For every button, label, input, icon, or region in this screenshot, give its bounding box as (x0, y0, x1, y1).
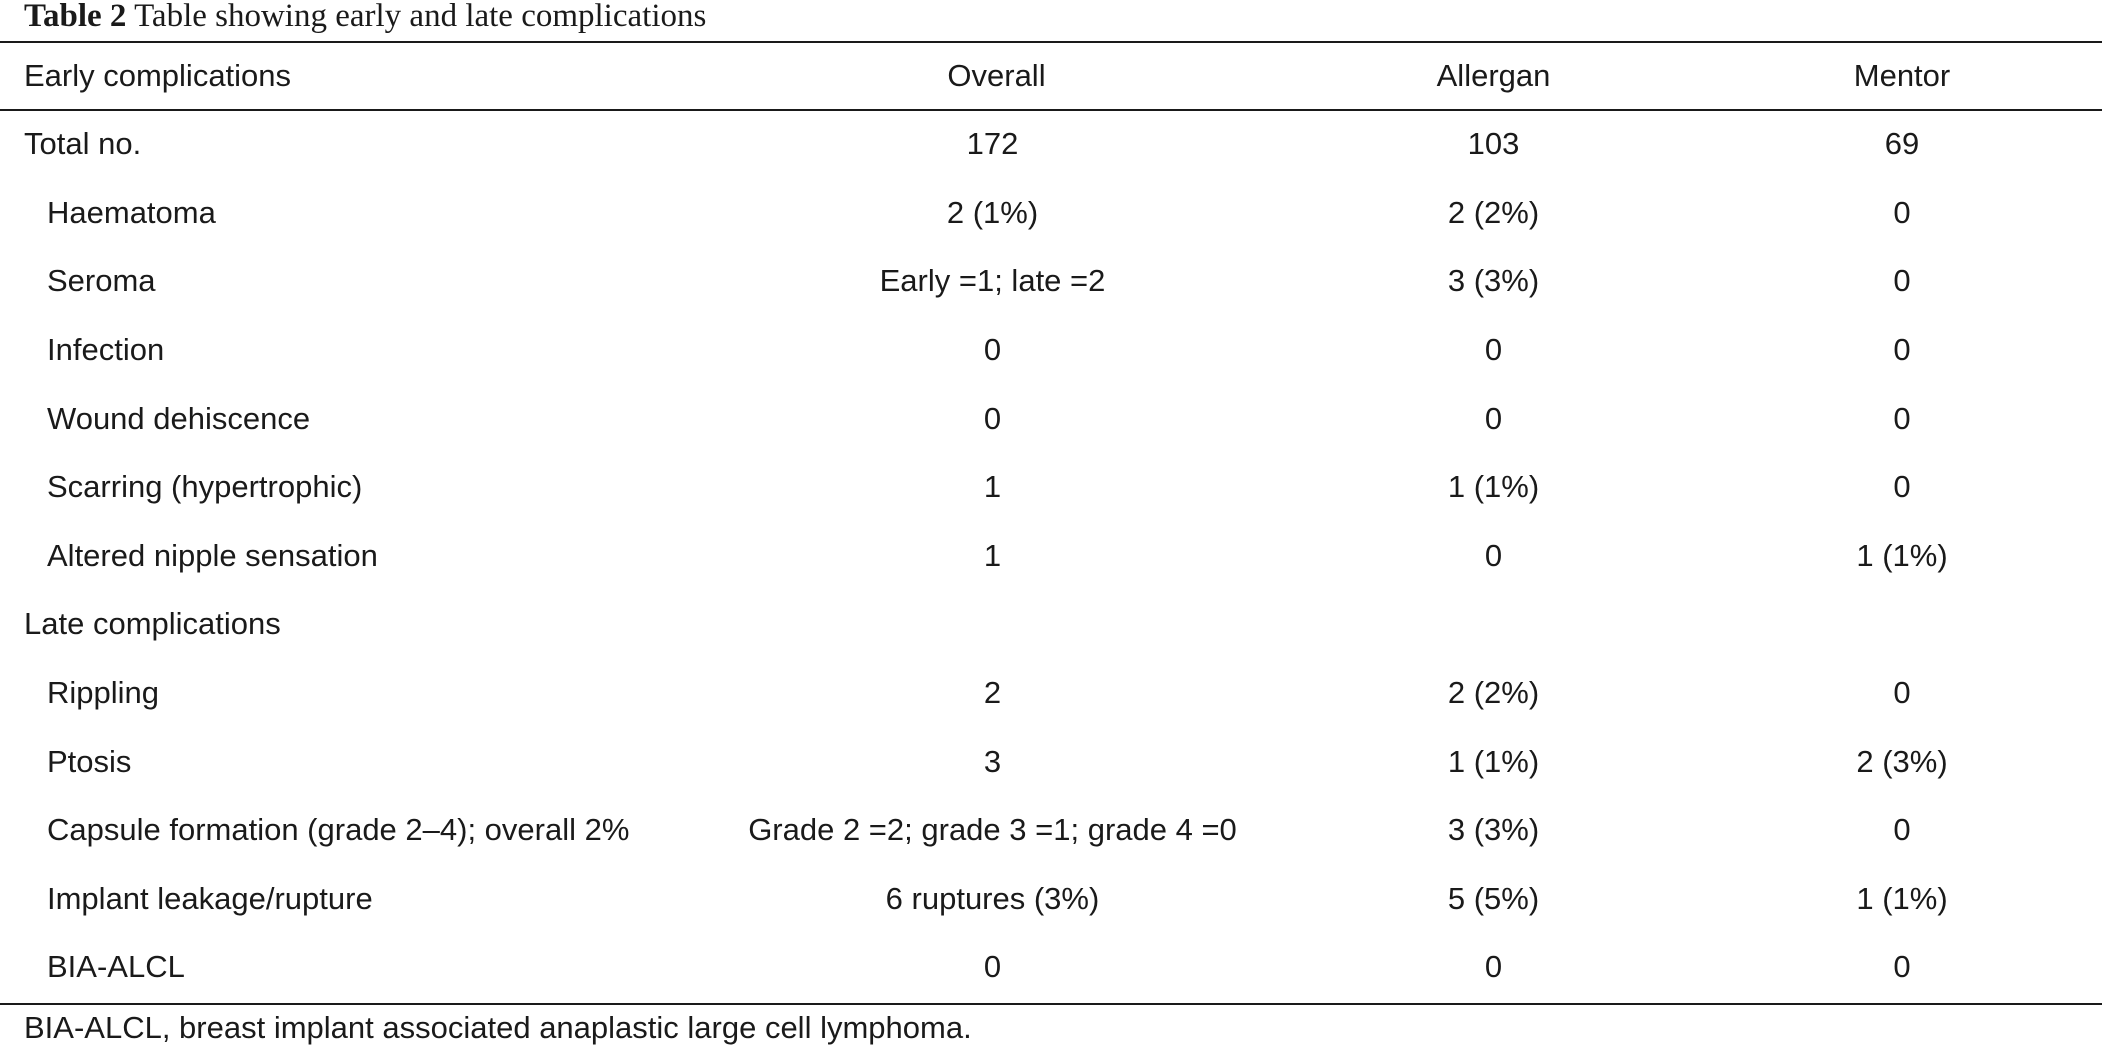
row-label: Scarring (hypertrophic) (47, 469, 363, 505)
cell-allergan: 2 (2%) (1447, 194, 1540, 230)
cell-mentor: 0 (1893, 675, 1911, 711)
cell-mentor: 0 (1893, 194, 1911, 230)
row-label: Total no. (24, 126, 142, 162)
column-header-allergan: Allergan (1436, 58, 1551, 93)
cell-overall: Grade 2 =2; grade 3 =1; grade 4 =0 (748, 812, 1237, 848)
complications-table: Early complications Overall Allergan Men… (0, 42, 2102, 1002)
row-label: Implant leakage/rupture (47, 880, 373, 916)
cell-mentor (1702, 590, 2102, 659)
cell-allergan: 3 (3%) (1447, 263, 1540, 299)
cell-mentor: 1 (1%) (1856, 880, 1948, 916)
row-label: Infection (47, 332, 165, 368)
cell-overall: 2 (983, 675, 1002, 711)
cell-mentor: 1 (1%) (1856, 537, 1948, 573)
table-caption-label: Table 2 (24, 0, 127, 34)
table-caption-text: Table showing early and late complicatio… (134, 0, 707, 34)
cell-mentor: 0 (1893, 469, 1911, 505)
table-footnote: BIA-ALCL, breast implant associated anap… (24, 1010, 972, 1045)
cell-allergan (1285, 590, 1702, 659)
table-section-row: Late complications (0, 590, 2102, 659)
cell-overall: 0 (983, 332, 1002, 368)
table-row: Seroma Early =1; late =2 3 (3%) 0 (0, 247, 2102, 316)
table-row: Haematoma 2 (1%) 2 (2%) 0 (0, 179, 2102, 248)
cell-overall: 2 (1%) (946, 194, 1039, 230)
cell-mentor: 0 (1893, 332, 1911, 368)
cell-mentor: 69 (1884, 126, 1920, 162)
cell-overall: 0 (983, 400, 1002, 436)
row-label: Wound dehiscence (47, 400, 311, 436)
cell-overall: 1 (983, 469, 1002, 505)
column-header-overall: Overall (947, 58, 1046, 93)
cell-allergan: 1 (1%) (1447, 743, 1540, 779)
cell-overall: Early =1; late =2 (879, 263, 1106, 299)
table-row: Capsule formation (grade 2–4); overall 2… (0, 796, 2102, 865)
row-label: Ptosis (47, 743, 132, 779)
cell-allergan: 1 (1%) (1447, 469, 1540, 505)
row-label: Capsule formation (grade 2–4); overall 2… (47, 812, 630, 848)
cell-allergan: 3 (3%) (1447, 812, 1540, 848)
row-label: Seroma (47, 263, 156, 299)
cell-allergan: 0 (1484, 949, 1503, 985)
cell-overall (700, 590, 1285, 659)
table-top-rule (0, 41, 2102, 43)
table-row: Rippling 2 2 (2%) 0 (0, 659, 2102, 728)
table-caption: Table 2 Table showing early and late com… (24, 0, 706, 40)
table-row: Ptosis 3 1 (1%) 2 (3%) (0, 727, 2102, 796)
column-header-mentor: Mentor (1853, 58, 1951, 93)
row-label: BIA-ALCL (47, 949, 185, 985)
table-row: Altered nipple sensation 1 0 1 (1%) (0, 522, 2102, 591)
cell-allergan: 0 (1484, 537, 1503, 573)
cell-mentor: 0 (1893, 949, 1911, 985)
table-row: Total no. 172 103 69 (0, 110, 2102, 179)
cell-allergan: 0 (1484, 400, 1503, 436)
row-label: Haematoma (47, 194, 216, 230)
cell-mentor: 0 (1893, 263, 1911, 299)
cell-mentor: 0 (1893, 812, 1911, 848)
cell-mentor: 2 (3%) (1856, 743, 1948, 779)
cell-overall: 6 ruptures (3%) (885, 880, 1100, 916)
cell-overall: 1 (983, 537, 1002, 573)
table-row: BIA-ALCL 0 0 0 (0, 933, 2102, 1002)
cell-overall: 0 (983, 949, 1002, 985)
cell-allergan: 5 (5%) (1447, 880, 1540, 916)
section-label-late-complications: Late complications (24, 606, 281, 642)
table-bottom-rule (0, 1003, 2102, 1005)
cell-overall: 172 (966, 126, 1019, 162)
table-row: Scarring (hypertrophic) 1 1 (1%) 0 (0, 453, 2102, 522)
cell-overall: 3 (983, 743, 1002, 779)
cell-mentor: 0 (1893, 400, 1911, 436)
table-header-rule (0, 109, 2102, 111)
cell-allergan: 0 (1484, 332, 1503, 368)
table-row: Wound dehiscence 0 0 0 (0, 384, 2102, 453)
column-header-early-complications: Early complications (24, 58, 292, 93)
table-header-row: Early complications Overall Allergan Men… (0, 42, 2102, 110)
table-row: Implant leakage/rupture 6 ruptures (3%) … (0, 865, 2102, 934)
cell-allergan: 103 (1467, 126, 1520, 162)
row-label: Altered nipple sensation (47, 537, 378, 573)
table-row: Infection 0 0 0 (0, 316, 2102, 385)
row-label: Rippling (47, 675, 160, 711)
cell-allergan: 2 (2%) (1447, 675, 1540, 711)
